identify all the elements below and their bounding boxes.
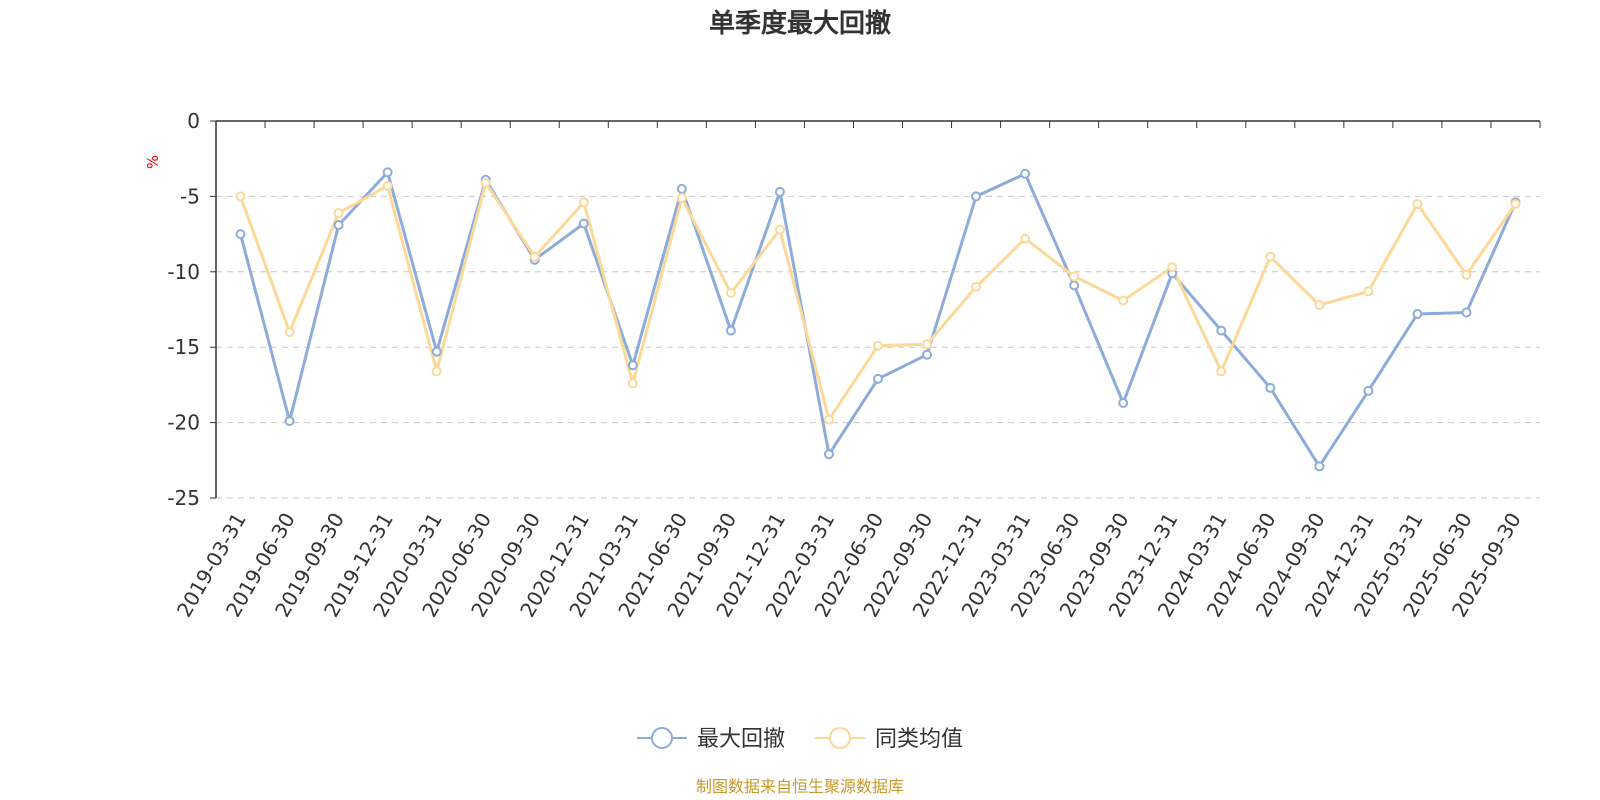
data-point-series-2: [480, 177, 491, 188]
data-point-series-2: [333, 207, 344, 218]
data-point-series-2: [529, 251, 540, 262]
data-point-series-2: [1314, 299, 1325, 310]
data-point-series-2: [1167, 262, 1178, 273]
data-point-series-1: [1118, 397, 1129, 408]
data-point-series-2: [676, 192, 687, 203]
legend-item-series-2[interactable]: 同类均值: [815, 727, 963, 752]
data-point-series-1: [235, 229, 246, 240]
data-point-series-1: [922, 349, 933, 360]
data-point-series-1: [1314, 461, 1325, 472]
data-point-series-2: [823, 414, 834, 425]
data-point-series-2: [1265, 251, 1276, 262]
data-point-series-2: [382, 180, 393, 191]
data-point-series-1: [1265, 382, 1276, 393]
data-point-series-1: [873, 373, 883, 384]
data-point-series-1: [431, 346, 442, 357]
data-point-series-1: [627, 360, 638, 371]
y-axis: 0 -5 -10 -15 -20 -25: [167, 109, 217, 510]
data-source-note: 制图数据来自恒生聚源数据库: [696, 777, 904, 796]
data-point-series-2: [774, 224, 785, 235]
chart-title: 单季度最大回撤: [709, 8, 891, 39]
data-point-series-1: [1363, 385, 1374, 396]
legend[interactable]: 最大回撤 同类均值: [637, 727, 963, 752]
data-point-series-2: [1363, 286, 1374, 297]
data-point-series-1: [823, 449, 834, 460]
y-tick-label: -15: [167, 335, 200, 359]
y-tick-label: -20: [167, 411, 200, 435]
legend-label-series-2: 同类均值: [875, 727, 963, 752]
data-point-series-2: [922, 339, 933, 350]
data-point-series-2: [971, 281, 982, 292]
y-tick-label: -5: [180, 184, 200, 208]
series-line-2: [239, 181, 1517, 422]
data-point-series-1: [284, 416, 295, 427]
data-point-series-1: [1461, 307, 1472, 318]
data-point-series-2: [1069, 271, 1080, 282]
data-point-series-1: [382, 167, 393, 178]
data-point-series-2: [725, 287, 736, 298]
data-point-series-2: [578, 197, 589, 208]
y-tick-label: 0: [187, 109, 200, 133]
data-point-series-1: [676, 183, 687, 194]
legend-item-series-1[interactable]: 最大回撤: [637, 727, 785, 752]
data-point-series-1: [1069, 280, 1080, 291]
data-point-series-1: [1020, 168, 1031, 179]
y-tick-label: -10: [167, 260, 200, 284]
data-point-series-2: [1118, 295, 1129, 306]
data-point-series-2: [1412, 198, 1423, 209]
data-point-series-1: [725, 325, 736, 336]
data-point-series-2: [1216, 366, 1227, 377]
legend-label-series-1: 最大回撤: [697, 727, 785, 752]
data-point-series-1: [774, 186, 785, 197]
legend-marker-series-2: [829, 727, 851, 749]
data-point-series-1: [971, 191, 982, 202]
y-axis-unit: %: [144, 155, 162, 169]
y-tick-label: -25: [167, 486, 200, 510]
data-point-series-2: [873, 340, 883, 351]
series-points: [235, 167, 1521, 472]
data-point-series-1: [578, 218, 589, 229]
data-point-series-2: [1020, 233, 1031, 244]
data-point-series-2: [1510, 198, 1521, 209]
data-point-series-2: [431, 366, 442, 377]
data-point-series-1: [1412, 309, 1423, 320]
data-point-series-2: [1461, 269, 1472, 280]
data-point-series-1: [333, 220, 344, 231]
data-point-series-2: [235, 191, 246, 202]
data-point-series-2: [284, 327, 295, 338]
data-point-series-1: [1216, 325, 1227, 336]
legend-marker-series-1: [651, 727, 673, 749]
data-point-series-2: [627, 378, 638, 389]
